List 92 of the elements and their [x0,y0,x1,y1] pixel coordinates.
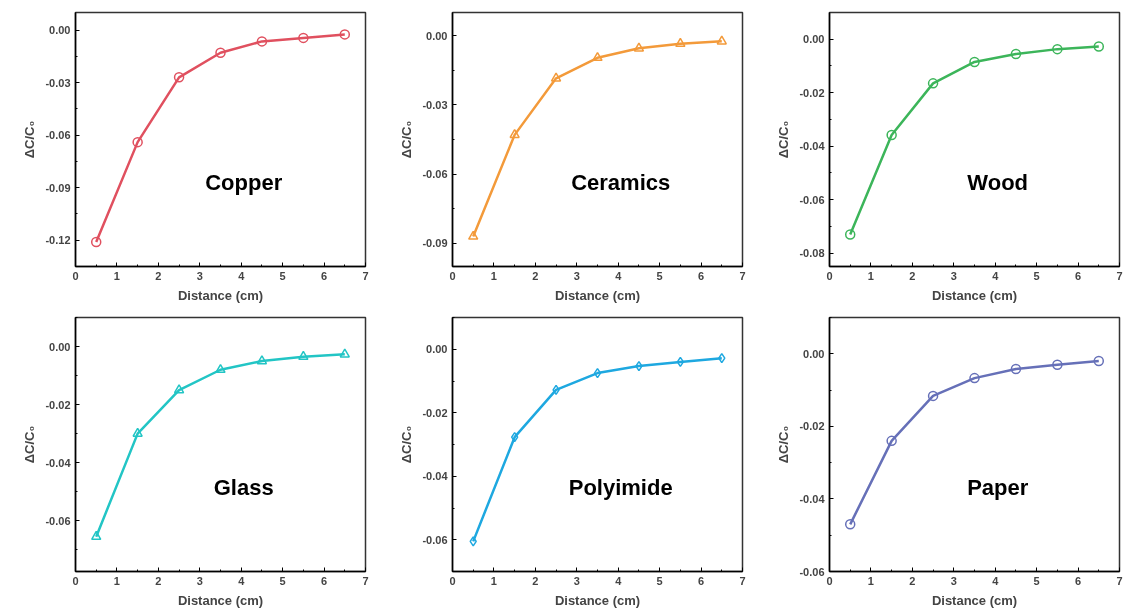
x-tick-label: 4 [615,574,623,587]
text: Ceramics [571,170,671,196]
x-tick-label: 4 [238,574,246,587]
x-tick-label: 5 [279,269,286,282]
x-tick-label: 5 [1033,574,1040,587]
y-axis-title: ΔC/C₀ [22,120,38,159]
y-tick-label: -0.04 [45,456,72,469]
x-tick-label: 5 [656,574,663,587]
y-tick-label: -0.08 [799,247,825,260]
y-tick-label: -0.09 [45,181,71,194]
x-tick-label: 4 [992,574,1000,587]
x-tick-label: 3 [950,574,957,587]
y-axis-title: ΔC/C₀ [22,425,38,464]
x-axis-title: Distance (cm) [554,592,641,608]
y-tick-label: -0.06 [45,129,71,142]
y-tick-label: 0.00 [426,343,448,356]
x-tick-label: 7 [1116,269,1123,282]
x-tick-label: 4 [238,269,246,282]
x-tick-label: 3 [950,269,957,282]
x-tick-label: 1 [867,574,874,587]
y-tick-label: -0.04 [799,140,826,153]
y-tick-label: -0.06 [422,168,448,181]
x-tick-label: 7 [739,574,746,587]
x-tick-label: 4 [615,269,623,282]
x-tick-label: 2 [909,269,916,282]
x-tick-label: 3 [573,269,580,282]
x-axis-title: Distance (cm) [554,287,641,303]
x-tick-label: 1 [867,269,874,282]
x-tick-label: 5 [1033,269,1040,282]
x-tick-label: 6 [698,574,705,587]
x-tick-label: 7 [362,574,369,587]
x-tick-label: 4 [992,269,1000,282]
x-tick-label: 6 [1075,574,1082,587]
x-tick-label: 1 [113,574,120,587]
x-tick-label: 0 [449,574,456,587]
text: Polyimide [568,475,673,501]
y-tick-label: 0.00 [49,24,71,37]
x-tick-label: 1 [490,574,497,587]
x-tick-label: 2 [155,574,162,587]
y-tick-label: 0.00 [803,33,825,46]
x-tick-label: 6 [321,269,328,282]
x-axis-title: Distance (cm) [931,287,1018,303]
y-tick-label: -0.02 [422,406,448,419]
y-tick-label: -0.04 [799,492,826,505]
y-tick-label: -0.03 [45,76,71,89]
x-tick-label: 6 [321,574,328,587]
text: Copper [205,170,283,196]
y-axis-title: ΔC/C₀ [399,425,415,464]
x-tick-label: 0 [72,574,79,587]
x-tick-label: 0 [449,269,456,282]
x-tick-label: 1 [490,269,497,282]
x-tick-label: 5 [656,269,663,282]
y-tick-label: -0.03 [422,98,448,111]
x-tick-label: 2 [532,574,539,587]
y-axis-title: ΔC/C₀ [399,120,415,159]
x-tick-label: 2 [532,269,539,282]
x-tick-label: 2 [909,574,916,587]
x-tick-label: 2 [155,269,162,282]
x-axis-title: Distance (cm) [177,287,264,303]
x-tick-label: 7 [1116,574,1123,587]
x-tick-label: 0 [826,574,833,587]
x-tick-label: 0 [72,269,79,282]
y-tick-label: -0.06 [45,514,71,527]
x-tick-label: 3 [196,269,203,282]
x-axis-title: Distance (cm) [931,592,1018,608]
y-tick-label: -0.02 [799,86,825,99]
y-tick-label: -0.06 [422,533,448,546]
x-tick-label: 5 [279,574,286,587]
text: Glass [213,475,274,501]
y-tick-label: -0.06 [799,565,825,578]
text: Wood [967,170,1029,196]
y-tick-label: 0.00 [49,340,71,353]
x-tick-label: 7 [739,269,746,282]
y-axis-title: ΔC/C₀ [776,120,792,159]
y-tick-label: 0.00 [803,347,825,360]
x-tick-label: 3 [196,574,203,587]
y-tick-label: -0.02 [799,420,825,433]
x-tick-label: 6 [1075,269,1082,282]
x-axis-title: Distance (cm) [177,592,264,608]
y-tick-label: -0.06 [799,193,825,206]
x-tick-label: 7 [362,269,369,282]
text: Paper [967,475,1029,501]
y-tick-label: 0.00 [426,29,448,42]
y-axis-title: ΔC/C₀ [776,425,792,464]
y-tick-label: -0.02 [45,398,71,411]
x-tick-label: 0 [826,269,833,282]
x-tick-label: 6 [698,269,705,282]
y-tick-label: -0.04 [422,470,449,483]
x-tick-label: 3 [573,574,580,587]
x-tick-label: 1 [113,269,120,282]
y-tick-label: -0.09 [422,237,448,250]
y-tick-label: -0.12 [45,234,71,247]
